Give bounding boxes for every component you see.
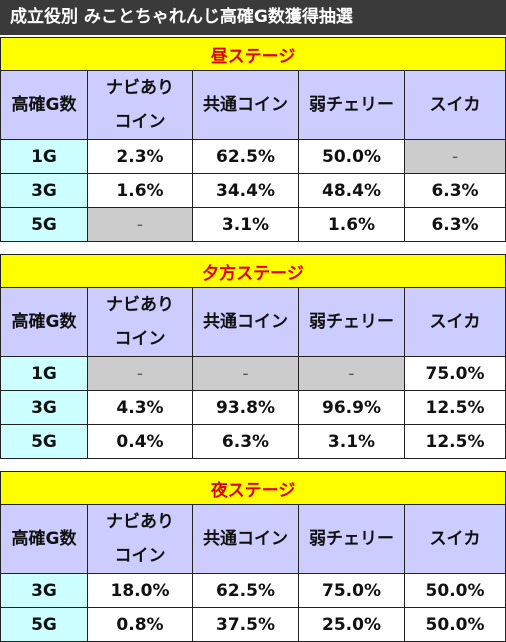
row-label: 5G	[0, 424, 88, 459]
table-row: 3G 4.3% 93.8% 96.9% 12.5%	[0, 390, 506, 425]
table-row: 5G 0.8% 37.5% 25.0% 50.0%	[0, 607, 506, 642]
table-cell: -	[192, 356, 299, 391]
stage-header: 昼ステージ	[0, 37, 506, 71]
column-header: ナビあり コイン	[87, 287, 193, 357]
table-cell: 6.3%	[403, 173, 506, 208]
column-header: 弱チェリー	[298, 287, 405, 357]
table-cell: -	[298, 356, 405, 391]
table-cell: 0.4%	[87, 424, 193, 459]
column-header: 高確G数	[0, 504, 88, 574]
table-cell: 2.3%	[87, 139, 193, 174]
table-cell: -	[87, 356, 193, 391]
stage-table: 昼ステージ 高確G数 ナビあり コイン 共通コイン 弱チェリー スイカ 1G 2.3% 62.5%…	[0, 37, 506, 242]
row-label: 3G	[0, 573, 88, 608]
column-header: 高確G数	[0, 287, 88, 357]
row-label: 1G	[0, 356, 88, 391]
page-title: 成立役別 みことちゃれんじ高確G数獲得抽選	[0, 0, 506, 35]
table-cell: 37.5%	[192, 607, 299, 642]
table-cell: 4.3%	[87, 390, 193, 425]
table-cell: 3.1%	[192, 207, 299, 242]
stage-header: 夕方ステージ	[0, 254, 506, 288]
table-cell: 1.6%	[298, 207, 405, 242]
table-cell: 75.0%	[403, 356, 506, 391]
column-header: 共通コイン	[192, 504, 299, 574]
column-header: 弱チェリー	[298, 70, 405, 140]
table-cell: 1.6%	[87, 173, 193, 208]
table-row: 3G 1.6% 34.4% 48.4% 6.3%	[0, 173, 506, 208]
table-cell: -	[87, 207, 193, 242]
table-cell: 12.5%	[403, 390, 506, 425]
row-label: 5G	[0, 607, 88, 642]
row-label: 3G	[0, 390, 88, 425]
table-cell: -	[403, 139, 506, 174]
column-header: ナビあり コイン	[87, 504, 193, 574]
column-header: 共通コイン	[192, 287, 299, 357]
column-header: スイカ	[403, 70, 506, 140]
table-row: 1G 2.3% 62.5% 50.0% -	[0, 139, 506, 174]
table-cell: 96.9%	[298, 390, 405, 425]
column-header: 弱チェリー	[298, 504, 405, 574]
stage-header: 夜ステージ	[0, 471, 506, 505]
table-cell: 50.0%	[298, 139, 405, 174]
table-cell: 50.0%	[403, 573, 506, 608]
column-header: 共通コイン	[192, 70, 299, 140]
table-cell: 48.4%	[298, 173, 405, 208]
table-row: 5G 0.4% 6.3% 3.1% 12.5%	[0, 424, 506, 459]
table-cell: 93.8%	[192, 390, 299, 425]
table-cell: 6.3%	[403, 207, 506, 242]
stage-table: 夕方ステージ 高確G数 ナビあり コイン 共通コイン 弱チェリー スイカ 1G - - -75.0%…	[0, 254, 506, 459]
column-header: 高確G数	[0, 70, 88, 140]
table-cell: 12.5%	[403, 424, 506, 459]
row-label: 3G	[0, 173, 88, 208]
table-row: 5G -3.1% 1.6% 6.3%	[0, 207, 506, 242]
stage-table: 夜ステージ 高確G数 ナビあり コイン 共通コイン 弱チェリー スイカ 3G 18.0% 62.5…	[0, 471, 506, 642]
table-cell: 34.4%	[192, 173, 299, 208]
table-cell: 6.3%	[192, 424, 299, 459]
table-cell: 3.1%	[298, 424, 405, 459]
column-header: スイカ	[403, 504, 506, 574]
table-cell: 75.0%	[298, 573, 405, 608]
table-cell: 18.0%	[87, 573, 193, 608]
table-cell: 25.0%	[298, 607, 405, 642]
table-cell: 62.5%	[192, 139, 299, 174]
column-header: スイカ	[403, 287, 506, 357]
row-label: 1G	[0, 139, 88, 174]
table-row: 3G 18.0% 62.5% 75.0% 50.0%	[0, 573, 506, 608]
column-header: ナビあり コイン	[87, 70, 193, 140]
table-row: 1G - - -75.0%	[0, 356, 506, 391]
table-cell: 0.8%	[87, 607, 193, 642]
table-cell: 50.0%	[403, 607, 506, 642]
row-label: 5G	[0, 207, 88, 242]
table-cell: 62.5%	[192, 573, 299, 608]
